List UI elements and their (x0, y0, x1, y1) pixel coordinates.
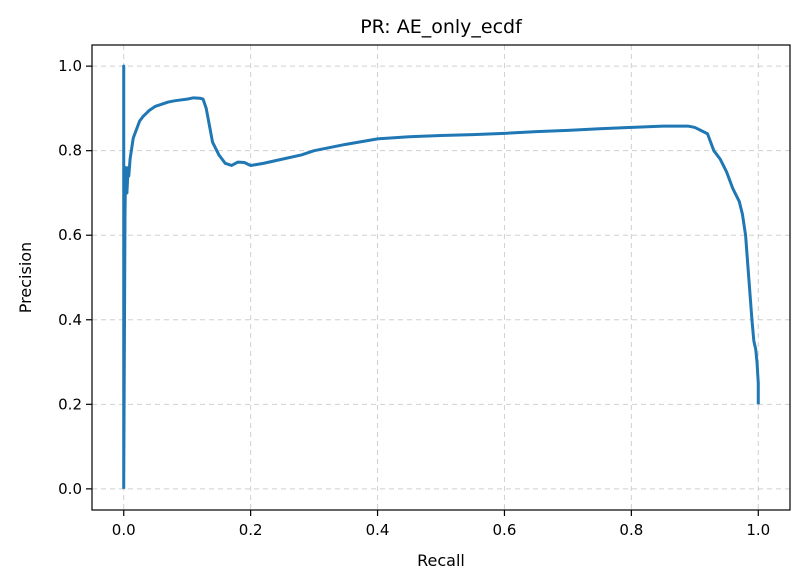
y-tick-label: 1.0 (58, 57, 82, 75)
y-tick-label: 0.4 (58, 311, 82, 329)
x-tick-label: 0.6 (493, 521, 517, 539)
ticks: 0.0 0.2 0.4 0.6 0.8 1.0 0.0 0.2 0.4 0.6 0.8 1.0 (58, 57, 770, 539)
y-tick-label: 0.6 (58, 226, 82, 244)
y-tick-label: 0.0 (58, 480, 82, 498)
x-tick-label: 0.4 (366, 521, 390, 539)
y-tick-label: 0.8 (58, 142, 82, 160)
x-tick-label: 1.0 (746, 521, 770, 539)
x-tick-label: 0.8 (619, 521, 643, 539)
y-tick-label: 0.2 (58, 395, 82, 413)
series-layer (122, 64, 760, 489)
grid (92, 45, 790, 510)
chart-title: PR: AE_only_ecdf (360, 16, 523, 38)
x-tick-label: 0.2 (239, 521, 263, 539)
pr-curve-line (122, 64, 760, 489)
x-tick-label: 0.0 (112, 521, 136, 539)
y-axis-title: Precision (16, 242, 35, 313)
plot-frame (91, 44, 791, 511)
x-axis-title: Recall (417, 551, 465, 570)
